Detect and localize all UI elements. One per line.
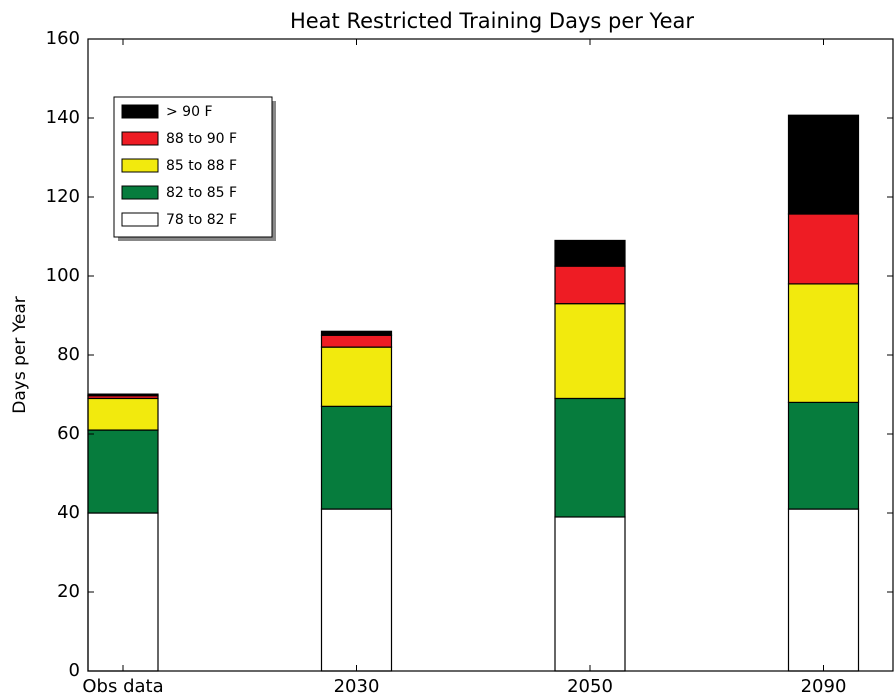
bar-segment [787,283,860,403]
legend-swatch [121,158,159,173]
y-tick-label: 100 [46,265,80,286]
bar-segment [87,429,159,514]
bar-segment [320,346,393,407]
bar-segment [554,397,626,518]
bar-segment [787,213,860,285]
y-tick-label: 80 [57,344,80,365]
bar-segment [320,334,393,348]
legend-label: 88 to 90 F [166,131,237,147]
y-tick-label: 140 [46,107,80,128]
bar-segment [320,508,393,672]
y-tick-label: 0 [69,660,80,681]
y-tick-label: 160 [46,28,80,49]
bar-segment [87,397,159,431]
bar-segment [554,516,626,672]
legend-swatch [121,212,159,227]
bar-segment [554,303,626,400]
bar-segment [554,239,626,267]
bar-segment [787,508,860,672]
x-tick-label: 2090 [801,676,847,697]
y-tick-label: 20 [57,581,80,602]
bar-segment [320,330,393,336]
legend-label: 78 to 82 F [166,212,237,228]
bar-segment [87,512,159,672]
legend-swatch [121,185,159,200]
x-tick-label: 2030 [334,676,380,697]
legend-label: 85 to 88 F [166,158,237,174]
y-tick-label: 60 [57,423,80,444]
x-tick-label: Obs data [82,676,163,697]
bar-segment [554,265,626,305]
bar-segment [787,401,860,510]
bar-segment [787,114,860,215]
legend-swatch [121,131,159,146]
legend-label: > 90 F [166,104,213,120]
legend-label: 82 to 85 F [166,185,237,201]
bar-segment [87,393,159,397]
y-axis-label: Days per Year [10,296,30,413]
chart-title: Heat Restricted Training Days per Year [290,9,694,33]
legend-swatch [121,104,159,119]
y-tick-label: 120 [46,186,80,207]
x-tick-label: 2050 [567,676,613,697]
bar-segment [320,405,393,510]
y-tick-label: 40 [57,502,80,523]
